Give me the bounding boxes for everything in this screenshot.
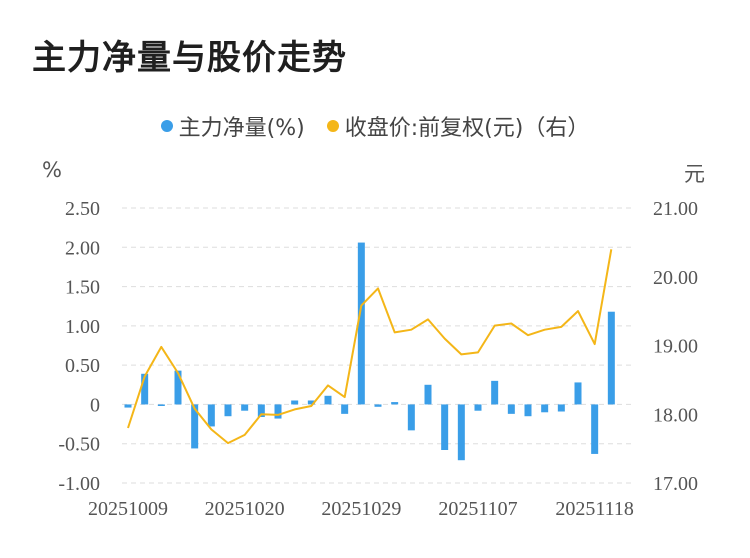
bar (474, 404, 482, 411)
left-tick-label: 0.50 (65, 355, 100, 377)
x-tick-label: 20251020 (205, 498, 285, 520)
bar (374, 404, 382, 407)
grid-lines (122, 207, 634, 484)
close-price-line (127, 249, 613, 445)
legend-line-dot-icon (326, 120, 339, 132)
left-tick-label: 2.00 (65, 237, 100, 259)
bar (407, 404, 415, 431)
bar (324, 395, 332, 405)
left-tick-label: -1.00 (58, 473, 100, 495)
bar (391, 402, 399, 405)
bar (141, 373, 149, 405)
bar (457, 404, 465, 461)
line-series (127, 249, 613, 445)
chart-title: 主力净量与股价走势 (32, 38, 347, 78)
bar (524, 404, 532, 417)
bar (557, 404, 565, 412)
bar (307, 400, 315, 405)
legend-item-bar[interactable]: 主力净量(%) (160, 110, 305, 142)
bar (291, 400, 299, 405)
right-tick-label: 20.00 (653, 267, 698, 289)
bar (207, 404, 215, 427)
bar (591, 404, 599, 454)
bar (241, 404, 249, 411)
bar (607, 311, 615, 405)
bar-series (124, 242, 615, 461)
bar (341, 404, 349, 414)
bar (441, 404, 449, 450)
legend-bar-label: 主力净量(%) (178, 116, 305, 141)
bar (274, 404, 282, 419)
x-tick-label: 20251029 (321, 498, 401, 520)
left-tick-label: 2.50 (65, 198, 100, 220)
bar (257, 404, 265, 417)
bar (191, 404, 199, 449)
bar (424, 384, 432, 405)
legend-item-line[interactable]: 收盘价:前复权(元)（右） (326, 110, 590, 142)
right-tick-label: 19.00 (653, 336, 698, 358)
legend: 主力净量(%) 收盘价:前复权(元)（右） (0, 110, 750, 142)
bar (357, 242, 365, 405)
right-tick-label: 18.00 (653, 404, 698, 426)
x-tick-label: 20251107 (438, 498, 517, 520)
right-tick-label: 17.00 (653, 473, 698, 495)
bar (224, 404, 232, 417)
legend-line-label: 收盘价:前复权(元)（右） (344, 116, 590, 141)
right-axis: 21.00 20.00 19.00 18.00 17.00 (653, 198, 698, 495)
bar (157, 404, 165, 406)
x-tick-label: 20251009 (88, 498, 168, 520)
x-axis: 20251009 20251020 20251029 20251107 20251118 (88, 498, 634, 520)
left-axis-unit: % (42, 158, 62, 182)
left-axis: 2.50 2.00 1.50 1.00 0.50 0 -0.50 -1.00 (58, 198, 100, 495)
left-tick-label: 1.50 (65, 277, 100, 299)
legend-bar-dot-icon (160, 120, 173, 132)
x-tick-label: 20251118 (555, 498, 634, 520)
left-tick-label: 0 (90, 394, 100, 416)
left-tick-label: -0.50 (58, 434, 100, 456)
bar (507, 404, 515, 414)
bar (124, 404, 132, 408)
bar (174, 370, 182, 405)
bar (491, 380, 499, 405)
bar (541, 404, 549, 413)
right-axis-unit: 元 (684, 162, 705, 186)
bar (574, 382, 582, 405)
right-tick-label: 21.00 (653, 198, 698, 220)
left-tick-label: 1.00 (65, 316, 100, 338)
